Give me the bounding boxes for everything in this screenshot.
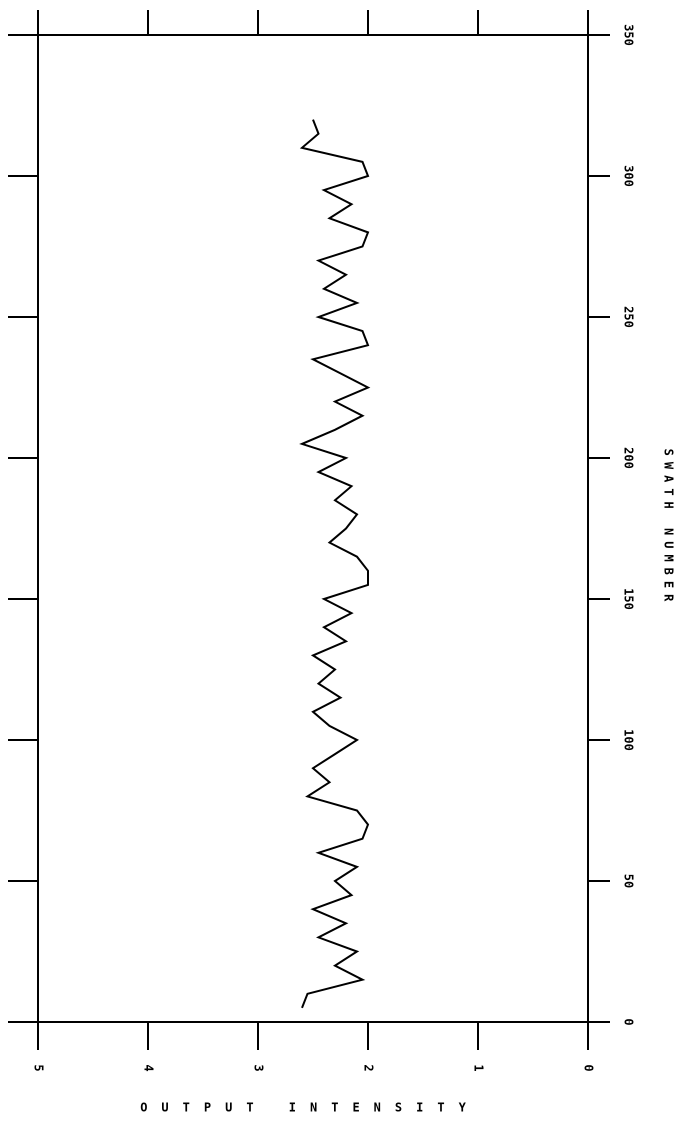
y-axis-label: OUTPUT INTENSITY <box>140 1101 480 1115</box>
y-tick-label: 1 <box>472 1064 486 1071</box>
x-tick-label: 200 <box>622 447 636 469</box>
x-tick-label: 350 <box>622 24 636 46</box>
data-line <box>299 119 371 1009</box>
plot-frame <box>37 34 589 1023</box>
y-tick-label: 2 <box>362 1064 376 1071</box>
y-tick-label: 0 <box>582 1064 596 1071</box>
x-tick-label: 0 <box>622 1018 636 1025</box>
y-tick-label: 3 <box>252 1064 266 1071</box>
x-tick-label: 100 <box>622 729 636 751</box>
x-tick-label: 250 <box>622 306 636 328</box>
y-tick-label: 5 <box>32 1064 46 1071</box>
y-tick-label: 4 <box>142 1064 156 1071</box>
x-axis-label: SWATH NUMBER <box>662 449 676 608</box>
x-tick-label: 50 <box>622 874 636 888</box>
x-tick-label: 150 <box>622 588 636 610</box>
x-tick-label: 300 <box>622 165 636 187</box>
